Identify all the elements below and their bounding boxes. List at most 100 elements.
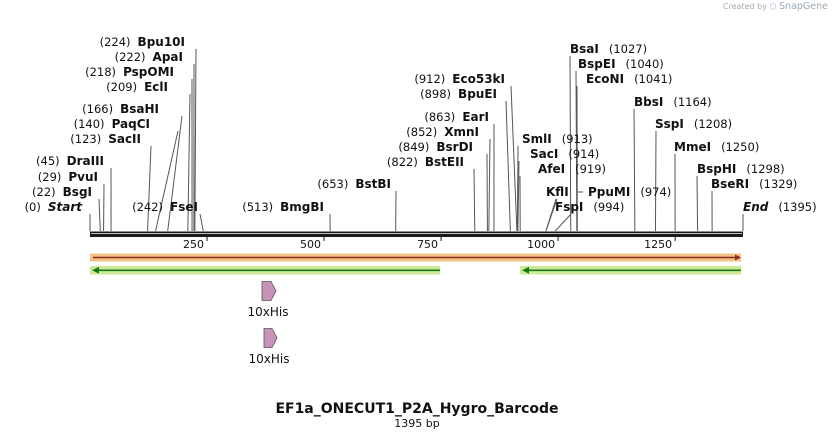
site-name: PpuMI bbox=[588, 185, 630, 199]
site-position: (898) bbox=[420, 87, 451, 101]
site-position: (218) bbox=[85, 65, 116, 79]
site-position: (242) bbox=[132, 200, 163, 214]
site-position: (1164) bbox=[673, 95, 711, 109]
site-position: (919) bbox=[575, 162, 606, 176]
snapgene-credit: Created by ⬡ SnapGene bbox=[723, 1, 828, 12]
site-position: (222) bbox=[115, 50, 146, 64]
tick-label: 1000 bbox=[527, 238, 555, 251]
tick-label: 750 bbox=[417, 238, 438, 251]
site-name: Eco53kI bbox=[452, 72, 505, 86]
site-leaders bbox=[89, 48, 744, 232]
site-name: PaqCI bbox=[112, 117, 150, 131]
site-label-apai: (222) ApaI bbox=[115, 50, 183, 64]
site-position: (140) bbox=[74, 117, 105, 131]
site-label-paqci: (140) PaqCI bbox=[74, 117, 150, 131]
site-name: ApaI bbox=[153, 50, 183, 64]
site-label-bsrdi: (849) BsrDI bbox=[398, 140, 473, 154]
site-name: PvuI bbox=[68, 170, 98, 184]
site-name: BstBI bbox=[355, 177, 391, 191]
sequence-title: EF1a_ONECUT1_P2A_Hygro_Barcode bbox=[275, 401, 559, 417]
site-leader-sspi bbox=[654, 130, 657, 232]
site-position: (653) bbox=[317, 177, 348, 191]
site-position: (914) bbox=[568, 147, 599, 161]
credit-brand: SnapGene bbox=[779, 1, 828, 12]
site-label-kfli: KflI bbox=[546, 185, 569, 199]
site-position: (45) bbox=[36, 154, 60, 168]
site-name: SacII bbox=[108, 132, 141, 146]
site-label-bsphi: BspHI (1298) bbox=[697, 162, 785, 176]
site-label-bsgi: (22) BsgI bbox=[32, 185, 92, 199]
site-label-xmni: (852) XmnI bbox=[406, 125, 479, 139]
site-label-bpuei: (898) BpuEI bbox=[420, 87, 497, 101]
right-green-feature bbox=[520, 266, 741, 275]
site-label-ppumi: PpuMI (974) bbox=[588, 185, 671, 199]
site-name: BpuEI bbox=[458, 87, 497, 101]
site-name: SmlI bbox=[522, 132, 552, 146]
sequence-length: 1395 bp bbox=[394, 417, 440, 430]
site-name: SspI bbox=[655, 117, 684, 131]
site-name: BspEI bbox=[578, 57, 616, 71]
site-label-bpu10i: (224) Bpu10I bbox=[100, 35, 185, 49]
site-name: PspOMI bbox=[123, 65, 174, 79]
site-name: BspHI bbox=[697, 162, 736, 176]
site-label-fspi: FspI (994) bbox=[555, 200, 624, 214]
site-position: (1298) bbox=[746, 162, 784, 176]
site-leader-bsteii bbox=[473, 168, 476, 232]
his-tag-label-2: 10xHis bbox=[249, 352, 290, 366]
site-leader-ppumi bbox=[545, 198, 558, 232]
site-position: (849) bbox=[398, 140, 429, 154]
site-leader-bsgi bbox=[98, 198, 101, 232]
site-position: (224) bbox=[100, 35, 131, 49]
site-name: BstEII bbox=[425, 155, 464, 169]
site-name: Bpu10I bbox=[138, 35, 185, 49]
site-leader-ecli bbox=[187, 93, 191, 232]
site-position: (912) bbox=[414, 72, 445, 86]
site-leader-paqci bbox=[155, 130, 179, 232]
site-labels: (224) Bpu10I(222) ApaI (218) PspOMI(209) EclI… bbox=[25, 35, 817, 214]
ruler-ticks: 250 500 750 1000 1250 bbox=[183, 237, 676, 251]
site-position: (513) bbox=[242, 200, 273, 214]
site-label-end: End (1395) bbox=[743, 200, 817, 214]
site-label-bseri: BseRI (1329) bbox=[711, 177, 797, 191]
site-label-sacii: (123) SacII bbox=[70, 132, 141, 146]
site-position: (29) bbox=[38, 170, 62, 184]
site-name: XmnI bbox=[444, 125, 479, 139]
site-name: BsrDI bbox=[436, 140, 473, 154]
site-name: FspI bbox=[555, 200, 583, 214]
site-position: (1250) bbox=[721, 140, 759, 154]
site-leader-bpu10i bbox=[194, 48, 197, 232]
site-name: BseRI bbox=[711, 177, 749, 191]
site-label-bsai: BsaI (1027) bbox=[570, 42, 647, 56]
site-name: EcoNI bbox=[586, 72, 624, 86]
tick-label: 1250 bbox=[644, 238, 672, 251]
site-name: EclI bbox=[144, 80, 168, 94]
site-position: (863) bbox=[424, 110, 455, 124]
tick-label: 250 bbox=[183, 238, 204, 251]
site-leader-bbsi bbox=[633, 108, 636, 232]
site-leader-smli bbox=[516, 145, 519, 232]
site-name: FseI bbox=[170, 200, 198, 214]
site-label-bsteii: (822) BstEII bbox=[387, 155, 464, 169]
site-name: SacI bbox=[530, 147, 558, 161]
site-leader-eco53ki bbox=[510, 85, 518, 232]
site-label-econi: EcoNI (1041) bbox=[586, 72, 672, 86]
site-name: BsaI bbox=[570, 42, 599, 56]
site-name: AfeI bbox=[538, 162, 565, 176]
site-label-smli: SmlI (913) bbox=[522, 132, 593, 146]
site-name: MmeI bbox=[674, 140, 711, 154]
site-label-bstbi: (653) BstBI bbox=[317, 177, 391, 191]
site-position: (994) bbox=[593, 200, 624, 214]
site-leader-saci bbox=[517, 160, 520, 232]
site-name: DraIII bbox=[67, 154, 104, 168]
site-label-bbsi: BbsI (1164) bbox=[634, 95, 712, 109]
site-label-bmgbi: (513) BmgBI bbox=[242, 200, 324, 214]
site-leader-xmni bbox=[488, 138, 491, 232]
site-position: (1395) bbox=[778, 200, 816, 214]
site-label-saci: SacI (914) bbox=[530, 147, 599, 161]
credit-prefix: Created by bbox=[722, 2, 767, 11]
site-position: (209) bbox=[106, 80, 137, 94]
site-position: (1041) bbox=[634, 72, 672, 86]
site-leader-fspi bbox=[554, 213, 572, 232]
site-label-eari: (863) EarI bbox=[424, 110, 489, 124]
his-tag-feature-2: 10xHis bbox=[249, 328, 290, 366]
